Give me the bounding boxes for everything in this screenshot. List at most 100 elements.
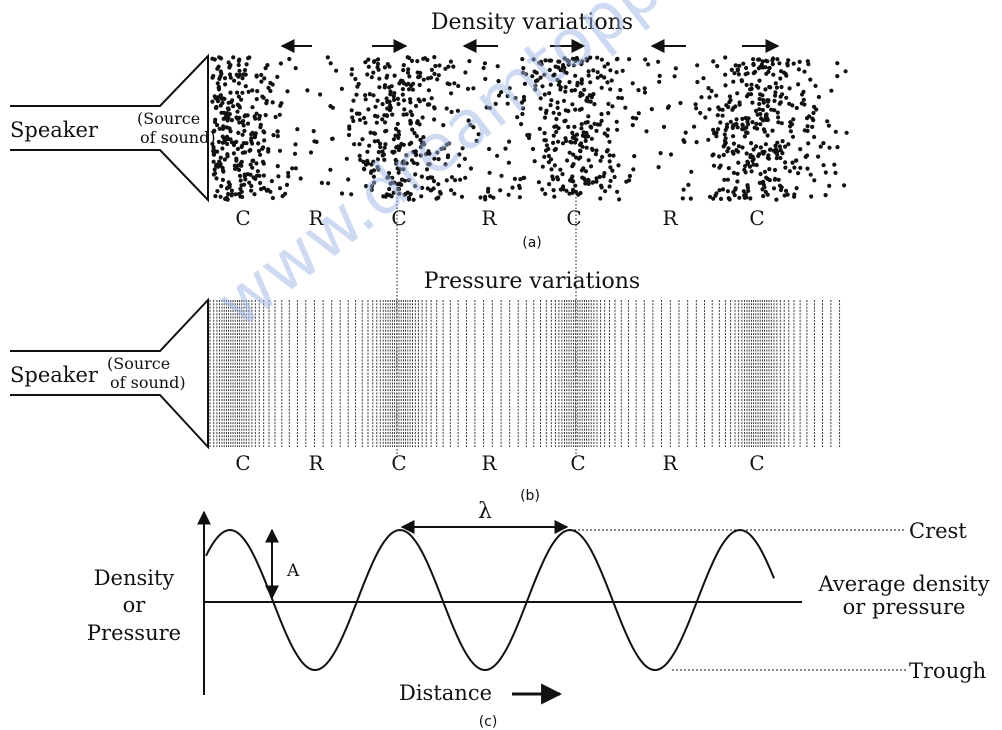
- air-particle: [777, 61, 782, 66]
- air-particle: [298, 176, 303, 181]
- air-particle: [735, 91, 740, 96]
- air-particle: [796, 171, 801, 176]
- air-particle: [740, 127, 745, 132]
- air-particle: [695, 63, 700, 68]
- air-particle: [594, 179, 599, 184]
- air-particle: [406, 178, 412, 183]
- air-particle: [259, 72, 264, 78]
- air-particle: [746, 116, 751, 121]
- air-particle: [766, 156, 772, 161]
- air-particle: [414, 103, 419, 109]
- air-particle: [371, 131, 377, 136]
- air-particle: [745, 183, 750, 188]
- air-particle: [452, 191, 457, 196]
- air-particle: [247, 180, 252, 185]
- air-particle: [530, 146, 536, 152]
- air-particle: [732, 193, 737, 198]
- air-particle: [388, 103, 393, 108]
- air-particle: [776, 120, 781, 125]
- air-particle: [623, 105, 628, 110]
- pressure-lines: [209, 300, 841, 447]
- air-particle: [723, 55, 728, 60]
- air-particle: [656, 165, 661, 170]
- air-particle: [425, 176, 430, 181]
- air-particle: [683, 130, 688, 135]
- air-particle: [716, 127, 721, 132]
- air-particle: [266, 85, 271, 90]
- air-particle: [237, 173, 243, 178]
- air-particle: [487, 105, 492, 111]
- air-particle: [751, 57, 756, 62]
- air-particle: [783, 160, 788, 165]
- air-particle: [570, 102, 575, 107]
- air-particle: [210, 99, 215, 104]
- air-particle: [250, 130, 255, 135]
- air-particle: [429, 67, 434, 72]
- air-particle: [237, 120, 242, 125]
- air-particle: [436, 73, 441, 78]
- air-particle: [258, 152, 263, 157]
- air-particle: [261, 95, 266, 100]
- air-particle: [558, 87, 563, 92]
- air-particle: [550, 174, 555, 179]
- air-particle: [319, 180, 324, 185]
- air-particle: [805, 166, 810, 171]
- air-particle: [582, 87, 587, 92]
- air-particle: [615, 127, 620, 132]
- air-particle: [711, 196, 716, 201]
- air-particle: [823, 193, 828, 198]
- air-particle: [737, 100, 742, 105]
- air-particle: [351, 118, 356, 124]
- air-particle: [357, 117, 363, 122]
- air-particle: [264, 98, 269, 103]
- air-particle: [737, 195, 742, 200]
- region-label-a-1: C: [235, 206, 250, 230]
- air-particle: [401, 68, 406, 73]
- region-label-a-4: R: [481, 206, 497, 230]
- air-particle: [549, 58, 554, 63]
- air-particle: [801, 89, 806, 94]
- air-particle: [225, 106, 230, 111]
- air-particle: [583, 181, 588, 186]
- air-particle: [444, 106, 449, 111]
- air-particle: [627, 173, 633, 179]
- air-particle: [432, 71, 437, 76]
- air-particle: [401, 98, 407, 103]
- air-particle: [372, 180, 377, 185]
- air-particle: [554, 124, 559, 129]
- air-particle: [325, 55, 330, 60]
- air-particle: [706, 137, 711, 142]
- air-particle: [308, 150, 314, 155]
- air-particle: [499, 90, 504, 95]
- air-particle: [806, 62, 811, 67]
- air-particle: [605, 61, 611, 66]
- air-particle: [583, 169, 589, 174]
- air-particle: [387, 193, 392, 198]
- air-particle: [573, 58, 578, 64]
- air-particle: [263, 113, 268, 118]
- air-particle: [411, 197, 416, 202]
- air-particle: [230, 98, 235, 103]
- air-particle: [376, 167, 381, 172]
- air-particle: [507, 139, 512, 144]
- air-particle: [711, 127, 716, 132]
- air-particle: [611, 153, 616, 158]
- air-particle: [542, 154, 547, 159]
- air-particle: [292, 151, 298, 156]
- air-particle: [734, 117, 739, 122]
- air-particle: [787, 169, 793, 174]
- air-particle: [478, 195, 483, 200]
- y-label-line1: Density: [94, 566, 175, 590]
- air-particle: [369, 75, 374, 80]
- air-particle: [808, 77, 813, 82]
- air-particle: [573, 183, 578, 188]
- air-particle: [567, 80, 572, 85]
- air-particle: [714, 93, 719, 98]
- air-particle: [533, 87, 538, 92]
- air-particle: [328, 61, 333, 66]
- air-particle: [718, 120, 723, 125]
- air-particle: [779, 121, 784, 126]
- air-particle: [418, 145, 424, 150]
- air-particle: [261, 129, 266, 134]
- air-particle: [765, 133, 770, 138]
